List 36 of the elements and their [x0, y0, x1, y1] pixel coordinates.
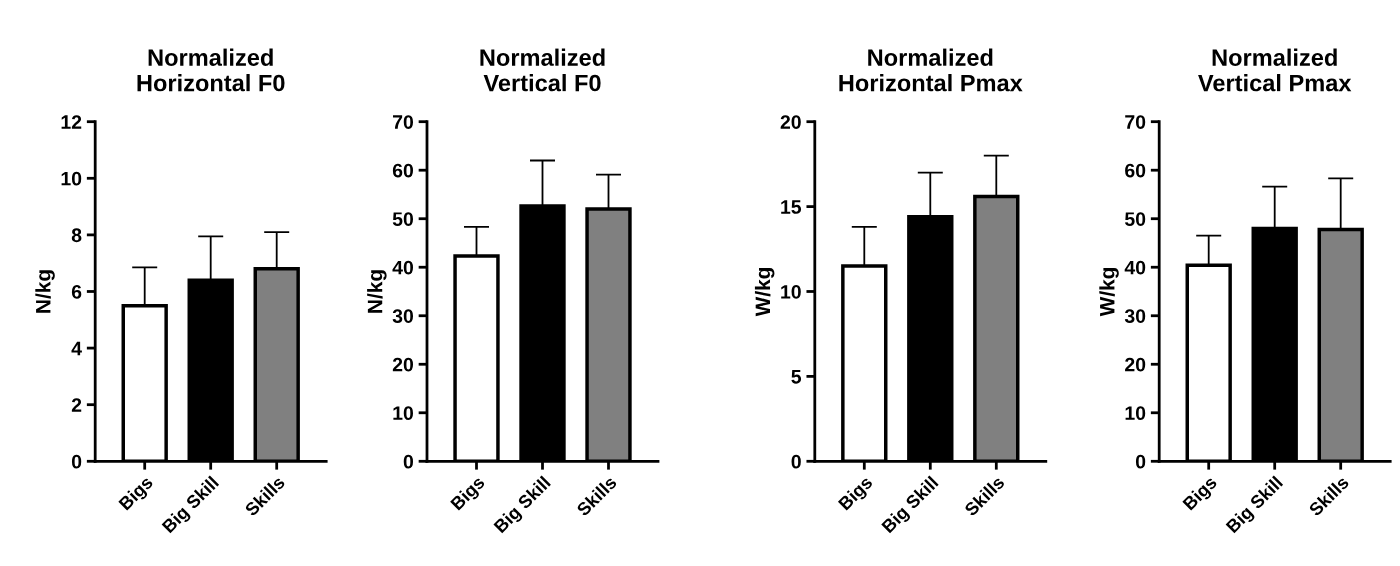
y-tick-label: 50: [392, 212, 414, 226]
chart-title: Normalized Horizontal F0: [137, 48, 285, 92]
y-tick-label: 20: [780, 115, 801, 129]
y-tick-label: 70: [1125, 115, 1146, 129]
y-tick-label: 2: [71, 398, 82, 412]
y-tick-label: 0: [1135, 454, 1146, 469]
y-tick-label: 70: [393, 115, 414, 129]
y-tick-label: 5: [791, 370, 802, 384]
y-tick-label: 0: [403, 454, 414, 469]
y-tick-label: 4: [71, 341, 82, 356]
y-tick-label: 20: [392, 357, 414, 372]
y-tick-label: 12: [61, 115, 82, 129]
y-axis-title: N/kg: [367, 270, 387, 313]
y-tick-label: 60: [392, 163, 414, 178]
y-axis-title: W/kg: [1099, 268, 1119, 317]
y-axis-title: N/kg: [35, 270, 55, 313]
y-tick-label: 30: [1124, 309, 1146, 324]
y-tick-label: 8: [71, 228, 82, 243]
y-tick-label: 15: [781, 200, 802, 214]
y-tick-label: 40: [392, 260, 414, 275]
y-tick-label: 20: [1125, 357, 1146, 372]
y-axis-title: W/kg: [754, 268, 775, 317]
y-tick-label: 10: [781, 284, 801, 299]
y-tick-label: 30: [392, 309, 414, 324]
y-tick-label: 10: [1125, 406, 1146, 421]
y-tick-label: 60: [1125, 163, 1146, 178]
y-tick-label: 40: [1124, 260, 1146, 275]
chart-title: Normalized Vertical F0: [480, 48, 605, 92]
y-tick-label: 0: [791, 454, 801, 469]
y-tick-label: 0: [71, 454, 82, 469]
y-tick-label: 50: [1124, 212, 1146, 226]
y-tick-label: 6: [71, 284, 82, 299]
y-tick-label: 10: [61, 171, 82, 186]
chart-title: Normalized Vertical Pmax: [1198, 48, 1352, 92]
y-tick-label: 10: [393, 406, 414, 421]
chart-title: Normalized Horizontal Pmax: [839, 48, 1023, 92]
